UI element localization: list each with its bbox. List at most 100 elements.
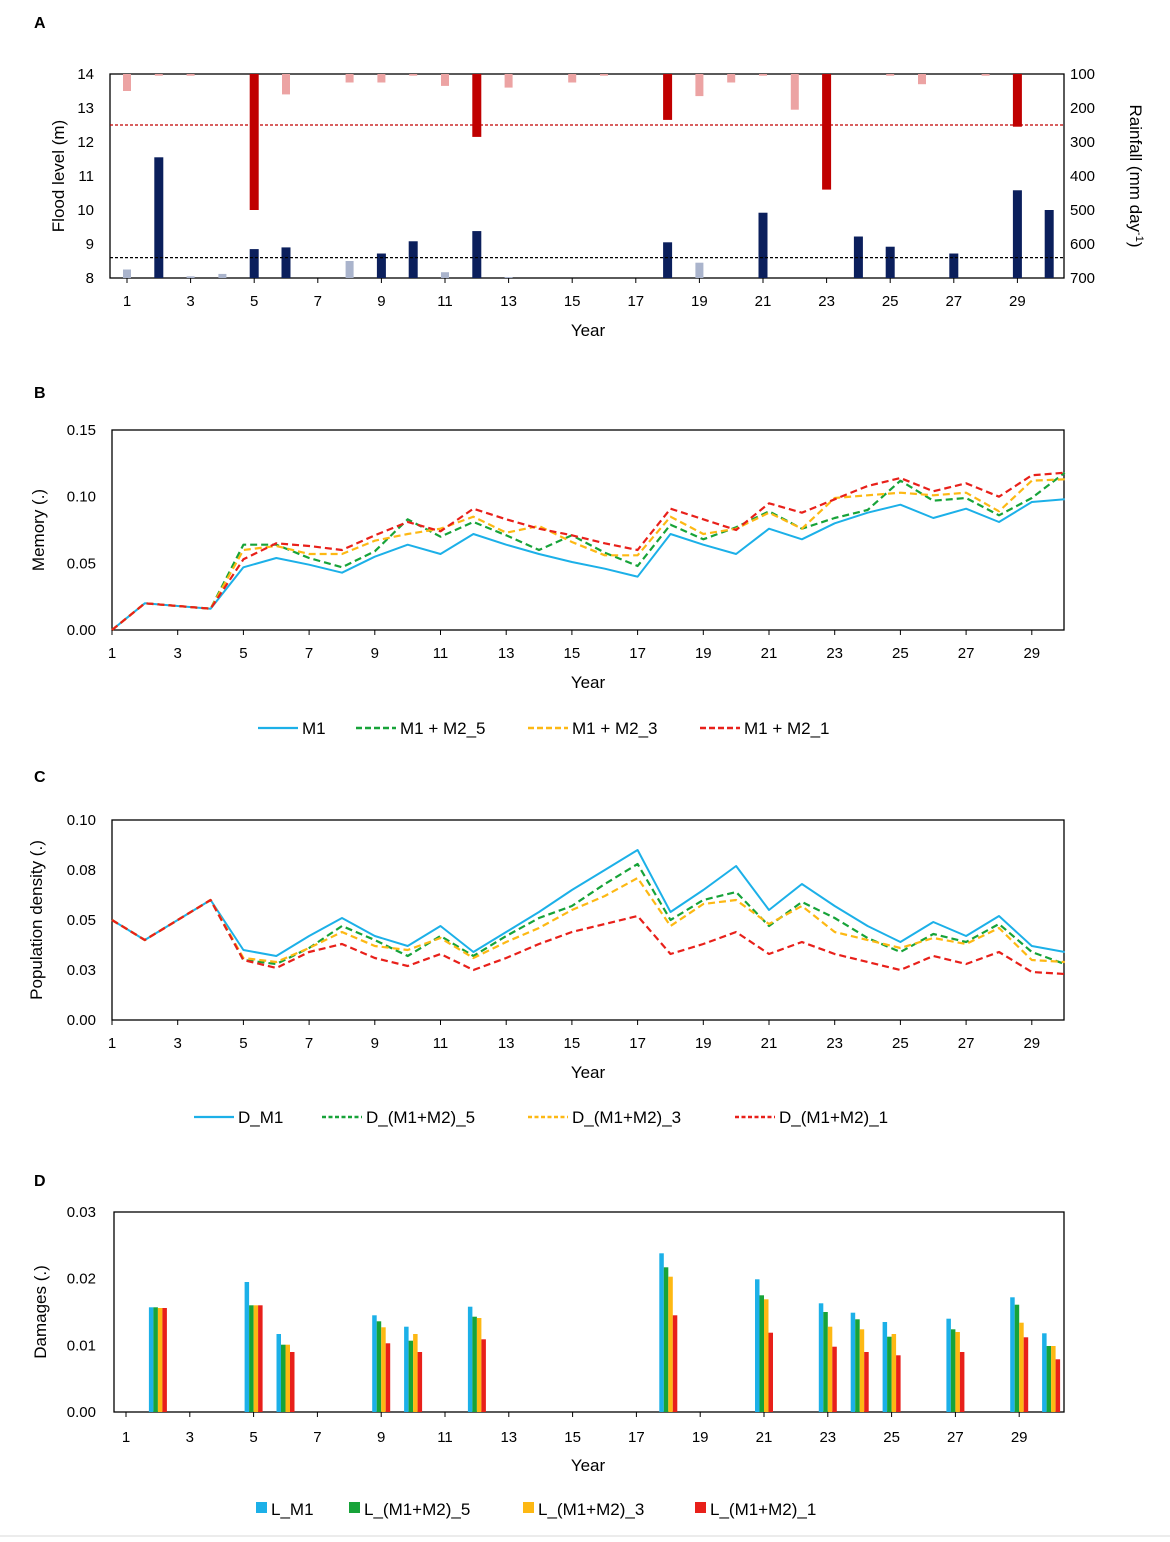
y-tick-label: 0.15 (67, 422, 96, 439)
rainfall-bar (345, 74, 354, 83)
x-tick-label: 29 (1023, 645, 1040, 662)
flood-level-bar (186, 276, 195, 278)
panel-a-y2-axis-label-sup: -1 (1133, 232, 1145, 242)
x-tick-label: 27 (958, 1035, 975, 1052)
y-tick-label: 0.10 (67, 812, 96, 829)
x-tick-label: 7 (313, 1429, 321, 1446)
flood-level-bar (1044, 210, 1054, 278)
panel-d-label: D (34, 1173, 46, 1190)
legend-swatch-4 (695, 1502, 706, 1513)
x-tick-label: 11 (437, 293, 453, 310)
x-tick-label: 25 (892, 645, 909, 662)
panel-c: C 0.000.030.050.080.10 1 3 5 7 9 11 13 15 17 19 21… (27, 769, 1066, 1127)
y-tick-label: 14 (77, 66, 94, 83)
x-tick-label: 19 (692, 1429, 709, 1446)
rainfall-bar (472, 74, 482, 137)
x-tick-label: 9 (377, 1429, 385, 1446)
series-line-1 (111, 849, 1065, 957)
damage-bar-series-2 (408, 1340, 414, 1412)
legend-label-2: L_(M1+M2)_5 (364, 1500, 470, 1519)
damage-bar-series-2 (823, 1312, 828, 1412)
x-tick-label: 25 (883, 1429, 900, 1446)
panel-a-y2-axis-label: Rainfall (mm day-1) (1126, 105, 1145, 248)
x-tick-label: 19 (695, 1035, 712, 1052)
legend-label-2: D_(M1+M2)_5 (366, 1108, 475, 1127)
damage-bar-series-1 (148, 1307, 154, 1412)
panel-d-plot-frame (113, 1211, 1065, 1413)
rainfall-bar (568, 74, 577, 83)
damage-bar-series-1 (1010, 1297, 1015, 1412)
x-tick-label: 17 (628, 1429, 645, 1446)
rainfall-bar (504, 74, 513, 88)
damage-bar-series-3 (668, 1276, 673, 1412)
damage-bar-series-2 (663, 1267, 669, 1412)
x-tick-label: 5 (249, 1429, 257, 1446)
damage-bar-series-1 (404, 1326, 409, 1412)
x-tick-label: 21 (755, 293, 772, 310)
damage-bar-series-2 (855, 1319, 860, 1412)
y-tick-label: 0.08 (67, 862, 96, 879)
damage-bar-series-1 (850, 1312, 856, 1412)
damage-bar-series-4 (896, 1355, 901, 1412)
x-tick-label: 7 (305, 645, 313, 662)
legend-label-1: L_M1 (271, 1500, 314, 1519)
y2-tick-label: 100 (1070, 66, 1095, 83)
damage-bar-series-2 (249, 1305, 254, 1412)
panel-a-y-axis-label: Flood level (m) (49, 120, 68, 232)
x-tick-label: 11 (433, 1035, 449, 1052)
flood-level-bar (663, 242, 673, 278)
panel-c-y-axis-label: Population density (.) (27, 840, 46, 1000)
damage-bar-series-3 (253, 1305, 259, 1412)
legend-label-4: M1 + M2_1 (744, 719, 830, 738)
flood-level-bar (504, 276, 513, 278)
x-tick-label: 15 (564, 293, 581, 310)
panel-a-plot-frame (109, 73, 1065, 279)
damage-bar-series-1 (818, 1303, 824, 1412)
y2-tick-label: 200 (1070, 100, 1095, 117)
x-tick-label: 27 (947, 1429, 964, 1446)
damage-bar-series-3 (1051, 1346, 1056, 1412)
panel-c-lines (111, 849, 1066, 976)
damage-bar-series-2 (759, 1295, 764, 1412)
x-tick-label: 3 (174, 645, 182, 662)
x-tick-label: 25 (892, 1035, 909, 1052)
x-tick-label: 15 (564, 645, 581, 662)
panel-d-y-ticks: 0.00 0.01 0.02 0.03 (67, 1204, 96, 1421)
y2-tick-label: 400 (1070, 168, 1095, 185)
damage-bar-series-1 (372, 1315, 377, 1412)
flood-level-bar (441, 272, 449, 278)
damage-bar-series-2 (153, 1307, 158, 1412)
flood-level-bar (949, 253, 959, 278)
y2-tick-label: 500 (1070, 202, 1095, 219)
damage-bar-series-4 (832, 1346, 837, 1412)
panel-a-y-ticks: 8 9 10 11 12 13 14 (77, 66, 94, 287)
panel-c-plot-frame (111, 819, 1065, 1021)
damage-bar-series-4 (162, 1308, 167, 1412)
damage-bar-series-4 (417, 1352, 423, 1412)
panel-b-plot-frame (111, 429, 1065, 631)
x-tick-label: 23 (818, 293, 835, 310)
flood-level-bar (249, 249, 259, 278)
rainfall-bar (727, 74, 736, 83)
x-tick-label: 9 (371, 1035, 379, 1052)
damage-bar-series-4 (385, 1343, 391, 1412)
legend-swatch-1 (256, 1502, 267, 1513)
legend-label-4: L_(M1+M2)_1 (710, 1500, 816, 1519)
legend-label-1: D_M1 (238, 1108, 283, 1127)
flood-level-bar (758, 212, 768, 278)
x-tick-label: 9 (377, 293, 385, 310)
flood-level-bar (281, 247, 291, 278)
x-tick-label: 3 (174, 1035, 182, 1052)
damage-bar-series-3 (157, 1308, 163, 1412)
x-tick-label: 9 (371, 645, 379, 662)
series-line-1 (111, 498, 1065, 631)
panel-c-legend: D_M1 D_(M1+M2)_5 D_(M1+M2)_3 D_(M1+M2)_1 (194, 1108, 888, 1127)
x-tick-label: 17 (629, 645, 646, 662)
panel-c-label: C (34, 769, 46, 786)
rainfall-bar (1012, 74, 1022, 127)
legend-label-3: D_(M1+M2)_3 (572, 1108, 681, 1127)
y-tick-label: 10 (77, 202, 94, 219)
rainfall-bar (600, 74, 608, 76)
rainfall-bar (282, 74, 290, 95)
